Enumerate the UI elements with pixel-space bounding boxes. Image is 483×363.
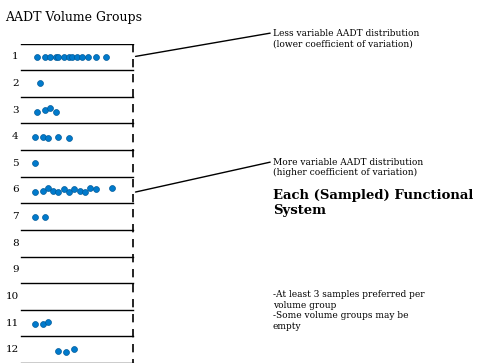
- Text: 12: 12: [5, 345, 19, 354]
- Point: [39, 321, 46, 327]
- Point: [55, 134, 62, 140]
- Point: [86, 185, 94, 191]
- Text: Less variable AADT distribution
(lower coefficient of variation): Less variable AADT distribution (lower c…: [273, 29, 419, 48]
- Text: 10: 10: [5, 292, 19, 301]
- Point: [31, 321, 39, 327]
- Point: [44, 135, 52, 141]
- Text: 5: 5: [12, 159, 19, 168]
- Point: [71, 185, 78, 191]
- Text: Each (Sampled) Functional
System: Each (Sampled) Functional System: [273, 189, 473, 217]
- Point: [33, 54, 41, 60]
- Point: [39, 134, 46, 140]
- Point: [42, 214, 49, 220]
- Text: 6: 6: [12, 185, 19, 195]
- Point: [36, 81, 44, 86]
- Point: [31, 160, 39, 166]
- Point: [47, 105, 55, 111]
- Point: [42, 54, 49, 60]
- Point: [55, 189, 62, 195]
- Text: AADT Volume Groups: AADT Volume Groups: [5, 11, 142, 24]
- Text: 9: 9: [12, 265, 19, 274]
- Point: [31, 214, 39, 220]
- Point: [55, 348, 62, 354]
- Text: 1: 1: [12, 52, 19, 61]
- Point: [44, 185, 52, 191]
- Point: [76, 188, 84, 194]
- Point: [52, 109, 60, 114]
- Point: [44, 319, 52, 325]
- Point: [49, 188, 57, 194]
- Point: [39, 188, 46, 194]
- Point: [68, 54, 76, 60]
- Text: 2: 2: [12, 79, 19, 88]
- Text: More variable AADT distribution
(higher coefficient of variation): More variable AADT distribution (higher …: [273, 158, 423, 178]
- Point: [60, 54, 68, 60]
- Point: [52, 54, 60, 60]
- Point: [31, 189, 39, 195]
- Point: [73, 54, 81, 60]
- Point: [55, 54, 62, 60]
- Point: [79, 54, 86, 60]
- Text: 8: 8: [12, 239, 19, 248]
- Point: [42, 107, 49, 113]
- Point: [81, 189, 89, 195]
- Point: [102, 54, 110, 60]
- Point: [65, 135, 73, 140]
- Text: 4: 4: [12, 132, 19, 141]
- Point: [63, 348, 71, 354]
- Point: [92, 186, 99, 192]
- Text: 7: 7: [12, 212, 19, 221]
- Point: [60, 186, 68, 192]
- Point: [108, 185, 115, 191]
- Point: [71, 346, 78, 352]
- Text: -At least 3 samples preferred per
volume group
-Some volume groups may be
empty: -At least 3 samples preferred per volume…: [273, 290, 425, 331]
- Point: [47, 54, 55, 60]
- Point: [65, 54, 73, 60]
- Point: [92, 54, 99, 60]
- Point: [31, 134, 39, 140]
- Point: [33, 110, 41, 115]
- Text: 3: 3: [12, 106, 19, 115]
- Text: 11: 11: [5, 319, 19, 327]
- Point: [65, 189, 73, 195]
- Point: [84, 54, 92, 60]
